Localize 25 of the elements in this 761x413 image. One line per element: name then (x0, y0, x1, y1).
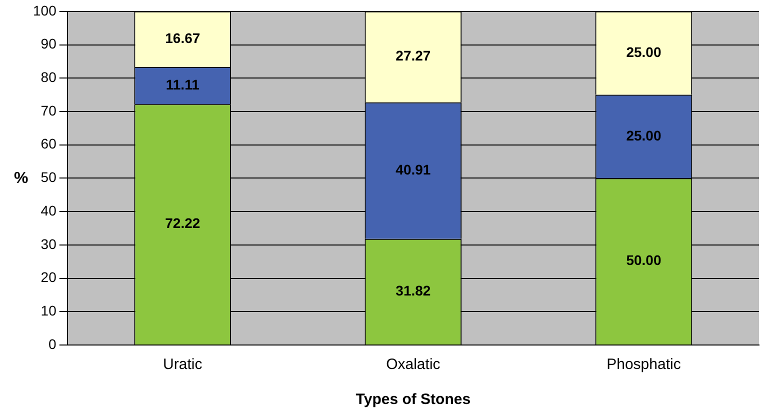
y-tick-label: 90 (40, 36, 57, 52)
data-label: 27.27 (396, 48, 431, 64)
y-tick-label: 20 (40, 269, 57, 286)
data-label: 50.00 (626, 252, 662, 268)
x-tick-label: Oxalatic (386, 356, 441, 374)
y-tick-label: 50 (40, 169, 57, 186)
y-axis-title: % (14, 170, 28, 188)
y-tick-label: 70 (40, 102, 57, 118)
y-tick-label: 30 (40, 236, 57, 252)
x-axis-title: Types of Stones (356, 391, 471, 408)
y-tick-label: 60 (40, 136, 57, 152)
y-tick-label: 0 (48, 336, 57, 352)
data-label: 16.67 (165, 30, 200, 46)
y-tick-label: 100 (33, 2, 57, 18)
y-tick-label: 10 (40, 302, 57, 318)
x-tick-label: Phosphatic (606, 356, 682, 374)
data-label: 40.91 (396, 161, 431, 178)
data-label: 11.11 (166, 76, 200, 92)
y-tick-label: 80 (40, 68, 57, 85)
y-tick-label: 40 (40, 202, 57, 218)
x-tick-label: Uratic (163, 356, 203, 374)
data-label: 25.00 (626, 44, 662, 60)
data-label: 72.22 (165, 215, 200, 232)
data-label: 31.82 (396, 282, 431, 299)
data-label: 25.00 (626, 127, 662, 144)
